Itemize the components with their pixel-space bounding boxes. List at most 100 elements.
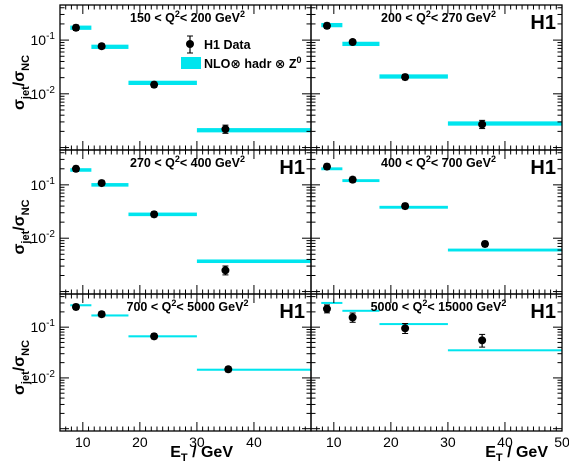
- x-tick-label: 30: [440, 434, 456, 450]
- data-point: [322, 162, 331, 171]
- svg-text:ET / GeV: ET / GeV: [170, 444, 233, 464]
- panel-q2-label: 200 < Q2< 270 GeV2: [381, 9, 496, 25]
- h1-logo: H1: [530, 157, 556, 179]
- y-axis-label-part: /σ: [11, 71, 28, 86]
- y-tick-label-base: 10: [31, 32, 47, 48]
- panel-q2-label-part: 200 < Q: [381, 11, 426, 25]
- theory-band: [379, 74, 448, 79]
- theory-band: [342, 179, 380, 183]
- panel-frame: [59, 149, 312, 295]
- y-tick-label-base: 10: [31, 86, 47, 102]
- y-tick-label-exp: -2: [46, 369, 55, 380]
- y-axis-label-part: /σ: [11, 356, 28, 371]
- panel-q2-label: 5000 < Q2< 15000 GeV2: [371, 298, 507, 314]
- legend-theory-label-part: Z: [285, 57, 296, 71]
- panel-q2-label-part: 2: [426, 154, 431, 164]
- x-axis-label-main: E: [485, 444, 496, 461]
- data-point: [97, 179, 106, 188]
- data-point: [150, 332, 159, 341]
- data-point: [150, 210, 159, 219]
- panel-q2-label-part: < 5000 GeV: [176, 300, 244, 314]
- theory-band: [128, 212, 197, 217]
- x-axis-label-right: ET / GeV: [485, 444, 548, 464]
- panel-4: 400 < Q2< 700 GeV2 H1: [310, 149, 563, 295]
- panel-q2-label-part: 2: [240, 9, 245, 19]
- panel-q2-label-part: 2: [243, 298, 248, 308]
- legend-data-label: H1 Data: [204, 38, 252, 52]
- theory-band: [196, 259, 311, 264]
- data-point: [401, 202, 410, 211]
- panel-q2-label-part: < 200 GeV: [180, 11, 241, 25]
- panel-q2-label-part: < 15000 GeV: [427, 300, 502, 314]
- data-point: [348, 175, 357, 184]
- y-axis-label-part: σ: [11, 384, 28, 395]
- panel-q2-label: 270 < Q2< 400 GeV2: [130, 154, 245, 170]
- panel-q2-label-part: 400 < Q: [381, 156, 426, 170]
- y-tick-label: 10-2: [31, 229, 56, 246]
- h1-logo: H1: [279, 301, 305, 323]
- legend-theory-label-part: ⊗: [230, 57, 240, 71]
- x-tick-label: 10: [326, 434, 342, 450]
- panel-q2-label-part: 2: [426, 9, 431, 19]
- panel-q2-label: 700 < Q2< 5000 GeV2: [127, 298, 249, 314]
- data-point: [322, 304, 331, 313]
- y-tick-label-base: 10: [31, 319, 47, 335]
- data-point: [478, 336, 487, 345]
- y-axis-label-part: jet: [20, 86, 32, 100]
- theory-band: [321, 22, 343, 28]
- y-axis-label-part: NC: [20, 199, 32, 215]
- panel-q2-label-part: 2: [491, 154, 496, 164]
- panel-q2-label-part: 2: [240, 154, 245, 164]
- data-point: [221, 125, 230, 134]
- data-point: [401, 73, 410, 82]
- x-axis-label-sub: T: [181, 452, 188, 464]
- data-point: [97, 42, 106, 51]
- panel-frame: [310, 293, 563, 432]
- legend: H1 Data NLO⊗ hadr ⊗ Z0: [181, 35, 302, 71]
- h1-logo: H1: [530, 12, 556, 34]
- theory-band: [196, 368, 311, 371]
- x-tick-label: 40: [497, 434, 513, 450]
- y-tick-label: 10-1: [31, 176, 56, 193]
- x-axis-label-main: E: [170, 444, 181, 461]
- legend-theory-label-part: 0: [297, 55, 302, 65]
- y-axis-label-part: jet: [20, 230, 32, 244]
- data-point: [480, 239, 489, 248]
- panel-q2-label-part: < 700 GeV: [431, 156, 492, 170]
- panel-q2-label: 400 < Q2< 700 GeV2: [381, 154, 496, 170]
- theory-band: [91, 44, 129, 49]
- panel-q2-label-part: 2: [501, 298, 506, 308]
- panel-frame: [310, 149, 563, 295]
- data-point: [71, 164, 80, 173]
- y-tick-label-base: 10: [31, 230, 47, 246]
- theory-band: [91, 314, 129, 317]
- data-point: [221, 266, 230, 275]
- theory-band: [447, 349, 562, 352]
- x-tick-label: 30: [189, 434, 205, 450]
- legend-theory-swatch: [181, 57, 201, 69]
- data-point: [150, 80, 159, 89]
- x-axis-label-left: ET / GeV: [170, 444, 233, 464]
- y-tick-label: 10-2: [31, 85, 56, 102]
- legend-theory-label: NLO⊗ hadr ⊗ Z0: [204, 55, 302, 71]
- y-tick-label-exp: -1: [46, 176, 55, 187]
- panel-2: 200 < Q2< 270 GeV2 H1: [310, 4, 563, 151]
- theory-band: [70, 25, 92, 30]
- legend-theory-label-part: NLO: [204, 57, 231, 71]
- data-point: [348, 38, 357, 47]
- panel-q2-label-part: 270 < Q: [130, 156, 175, 170]
- x-tick-label: 20: [383, 434, 399, 450]
- data-point: [97, 310, 106, 319]
- y-tick-label-exp: -1: [46, 31, 55, 42]
- y-tick-label: 10-1: [31, 318, 56, 335]
- y-axis-label: σjet/σNC: [11, 55, 32, 110]
- theory-band: [321, 167, 343, 171]
- x-tick-label: 10: [75, 434, 91, 450]
- panel-q2-label-part: < 270 GeV: [431, 11, 492, 25]
